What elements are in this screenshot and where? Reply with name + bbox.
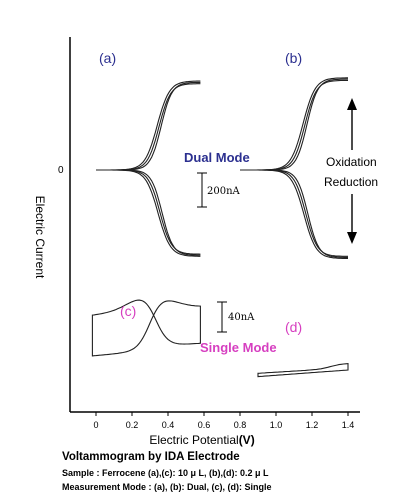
- scale-label-40na: 40nA: [228, 312, 255, 323]
- x-axis-unit: (V): [239, 433, 255, 447]
- x-tick-label-0: 0: [93, 420, 98, 430]
- dual-a-reduction-sweep-0: [96, 169, 201, 255]
- dual-mode-label: Dual Mode: [184, 150, 250, 165]
- x-tick-label-7: 1.4: [342, 420, 355, 430]
- single-mode-label: Single Mode: [200, 340, 277, 355]
- panel-label-a: (a): [99, 50, 116, 66]
- dual-a-reduction-sweep-2: [96, 169, 201, 257]
- x-tick-label-4: 0.8: [234, 420, 247, 430]
- x-tick-label-1: 0.2: [126, 420, 139, 430]
- caption-mode: Measurement Mode : (a), (b): Dual, (c), …: [62, 482, 272, 492]
- caption-sample: Sample : Ferrocene (a),(c): 10 μ L, (b),…: [62, 468, 269, 478]
- panel-label-d: (d): [285, 319, 302, 335]
- x-axis-label-text: Electric Potential: [149, 433, 238, 447]
- direction-arrow: Oxidation Reduction: [324, 98, 378, 244]
- oxidation-label: Oxidation: [326, 155, 377, 169]
- scale-label-200na: 200nA: [207, 186, 241, 197]
- curves: [91, 77, 349, 378]
- caption-title: Voltammogram by IDA Electrode: [62, 451, 240, 463]
- scale-bar-40na: 40nA: [217, 301, 255, 333]
- dual-a-reduction-sweep-1: [96, 169, 201, 256]
- x-tick-label-2: 0.4: [162, 420, 175, 430]
- dual-b-reduction-sweep-2: [240, 169, 348, 260]
- x-axis-label: Electric Potential(V): [149, 433, 254, 447]
- x-tick-label-3: 0.6: [198, 420, 211, 430]
- single-d-cv-loop: [257, 362, 349, 378]
- scale-bar-200na: 200nA: [197, 172, 241, 208]
- panel-label-b: (b): [285, 50, 302, 66]
- x-tick-label-5: 1.0: [270, 420, 283, 430]
- single-c-cv-loop: [91, 299, 201, 357]
- x-ticks: 0 0.2 0.4 0.6 0.8 1.0 1.2 1.4: [93, 412, 354, 430]
- reduction-label: Reduction: [324, 175, 378, 189]
- y-zero-label: 0: [58, 165, 64, 176]
- y-axis-label: Electric Current: [33, 196, 47, 279]
- panel-label-c: (c): [120, 303, 136, 319]
- voltammogram-chart: 0 0.2 0.4 0.6 0.8 1.0 1.2 1.4 0 Electric Curren…: [33, 37, 378, 447]
- x-tick-label-6: 1.2: [306, 420, 319, 430]
